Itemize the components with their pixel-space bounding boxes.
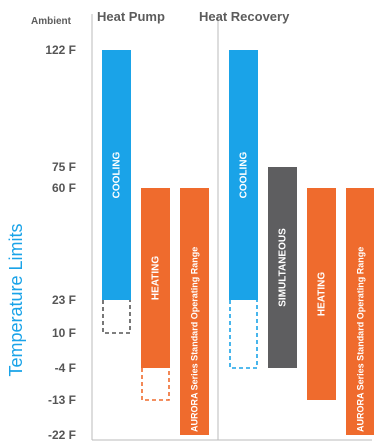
bar-0-1: [141, 188, 170, 368]
axis-header: Ambient: [31, 16, 72, 27]
bars: COOLING HEATING AURORA Series Standard Ope…: [102, 50, 374, 435]
y-tick-label: 75 F: [52, 160, 76, 174]
bar-label-0-1: HEATING: [151, 256, 162, 300]
y-axis-label: Temperature Limits: [6, 223, 26, 376]
bar-1-2: [307, 188, 336, 400]
bar-0-2: [180, 188, 209, 435]
bar-label-1-0: COOLING: [239, 151, 250, 198]
y-tick-label: -22 F: [48, 428, 76, 442]
y-tick-labels: 122 F 75 F 60 F 23 F 10 F -4 F -13 F -22 F: [45, 43, 76, 442]
y-tick-label: 122 F: [45, 43, 76, 57]
group-header-heat-pump: Heat Pump: [97, 9, 165, 24]
y-tick-label: -13 F: [48, 393, 76, 407]
bar-1-1: [268, 167, 297, 368]
bar-label-1-2: HEATING: [317, 272, 328, 316]
y-tick-label: 60 F: [52, 181, 76, 195]
bar-0-0: [102, 50, 131, 300]
y-tick-label: 10 F: [52, 326, 76, 340]
y-tick-label: -4 F: [55, 361, 76, 375]
bar-1-3: [346, 188, 374, 435]
bar-label-1-1: SIMULTANEOUS: [278, 228, 289, 307]
bar-extension-0-1: [141, 368, 170, 401]
bar-label-0-2: AURORA Series Standard Operating Range: [190, 247, 200, 432]
bar-1-0: [229, 50, 258, 300]
y-tick-label: 23 F: [52, 293, 76, 307]
bar-label-0-0: COOLING: [112, 151, 123, 198]
bar-extension-1-0: [229, 300, 258, 369]
bar-extension-0-0: [102, 300, 131, 334]
bar-label-1-3: AURORA Series Standard Operating Range: [356, 247, 366, 432]
group-header-heat-recovery: Heat Recovery: [199, 9, 290, 24]
